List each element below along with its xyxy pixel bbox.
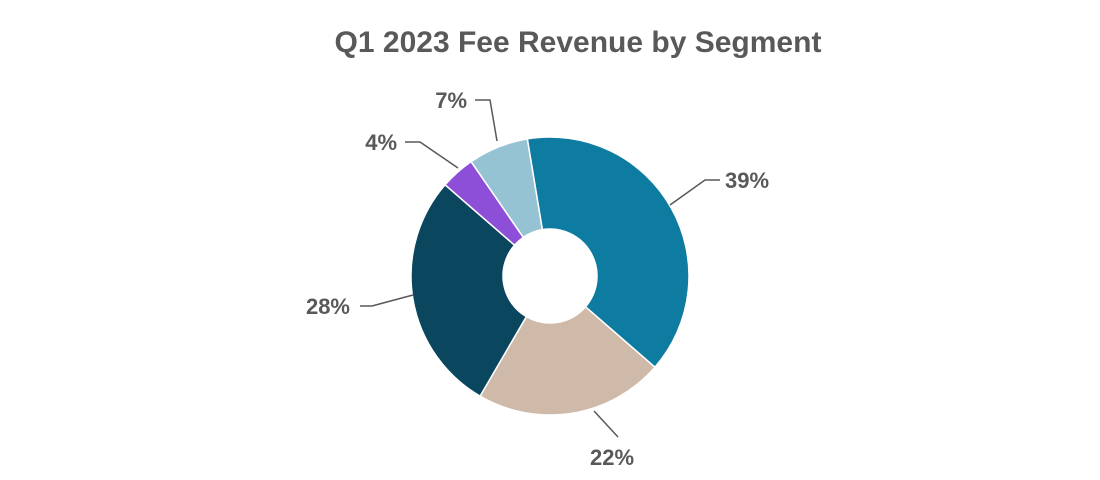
leader-line: [360, 294, 414, 307]
data-label: 4%: [365, 130, 397, 155]
leader-line: [593, 410, 619, 438]
donut-slice: [479, 305, 656, 416]
data-label: 28%: [306, 294, 350, 319]
donut-slice: [410, 183, 528, 398]
donut-slice: [526, 136, 690, 369]
data-label: 39%: [725, 168, 769, 193]
data-label: 7%: [435, 88, 467, 113]
leader-line: [669, 179, 720, 206]
leader-line: [475, 99, 498, 142]
data-label: 22%: [590, 445, 634, 470]
chart-title: Q1 2023 Fee Revenue by Segment: [335, 26, 822, 59]
donut-slice: [470, 138, 544, 239]
leader-line: [405, 141, 459, 169]
